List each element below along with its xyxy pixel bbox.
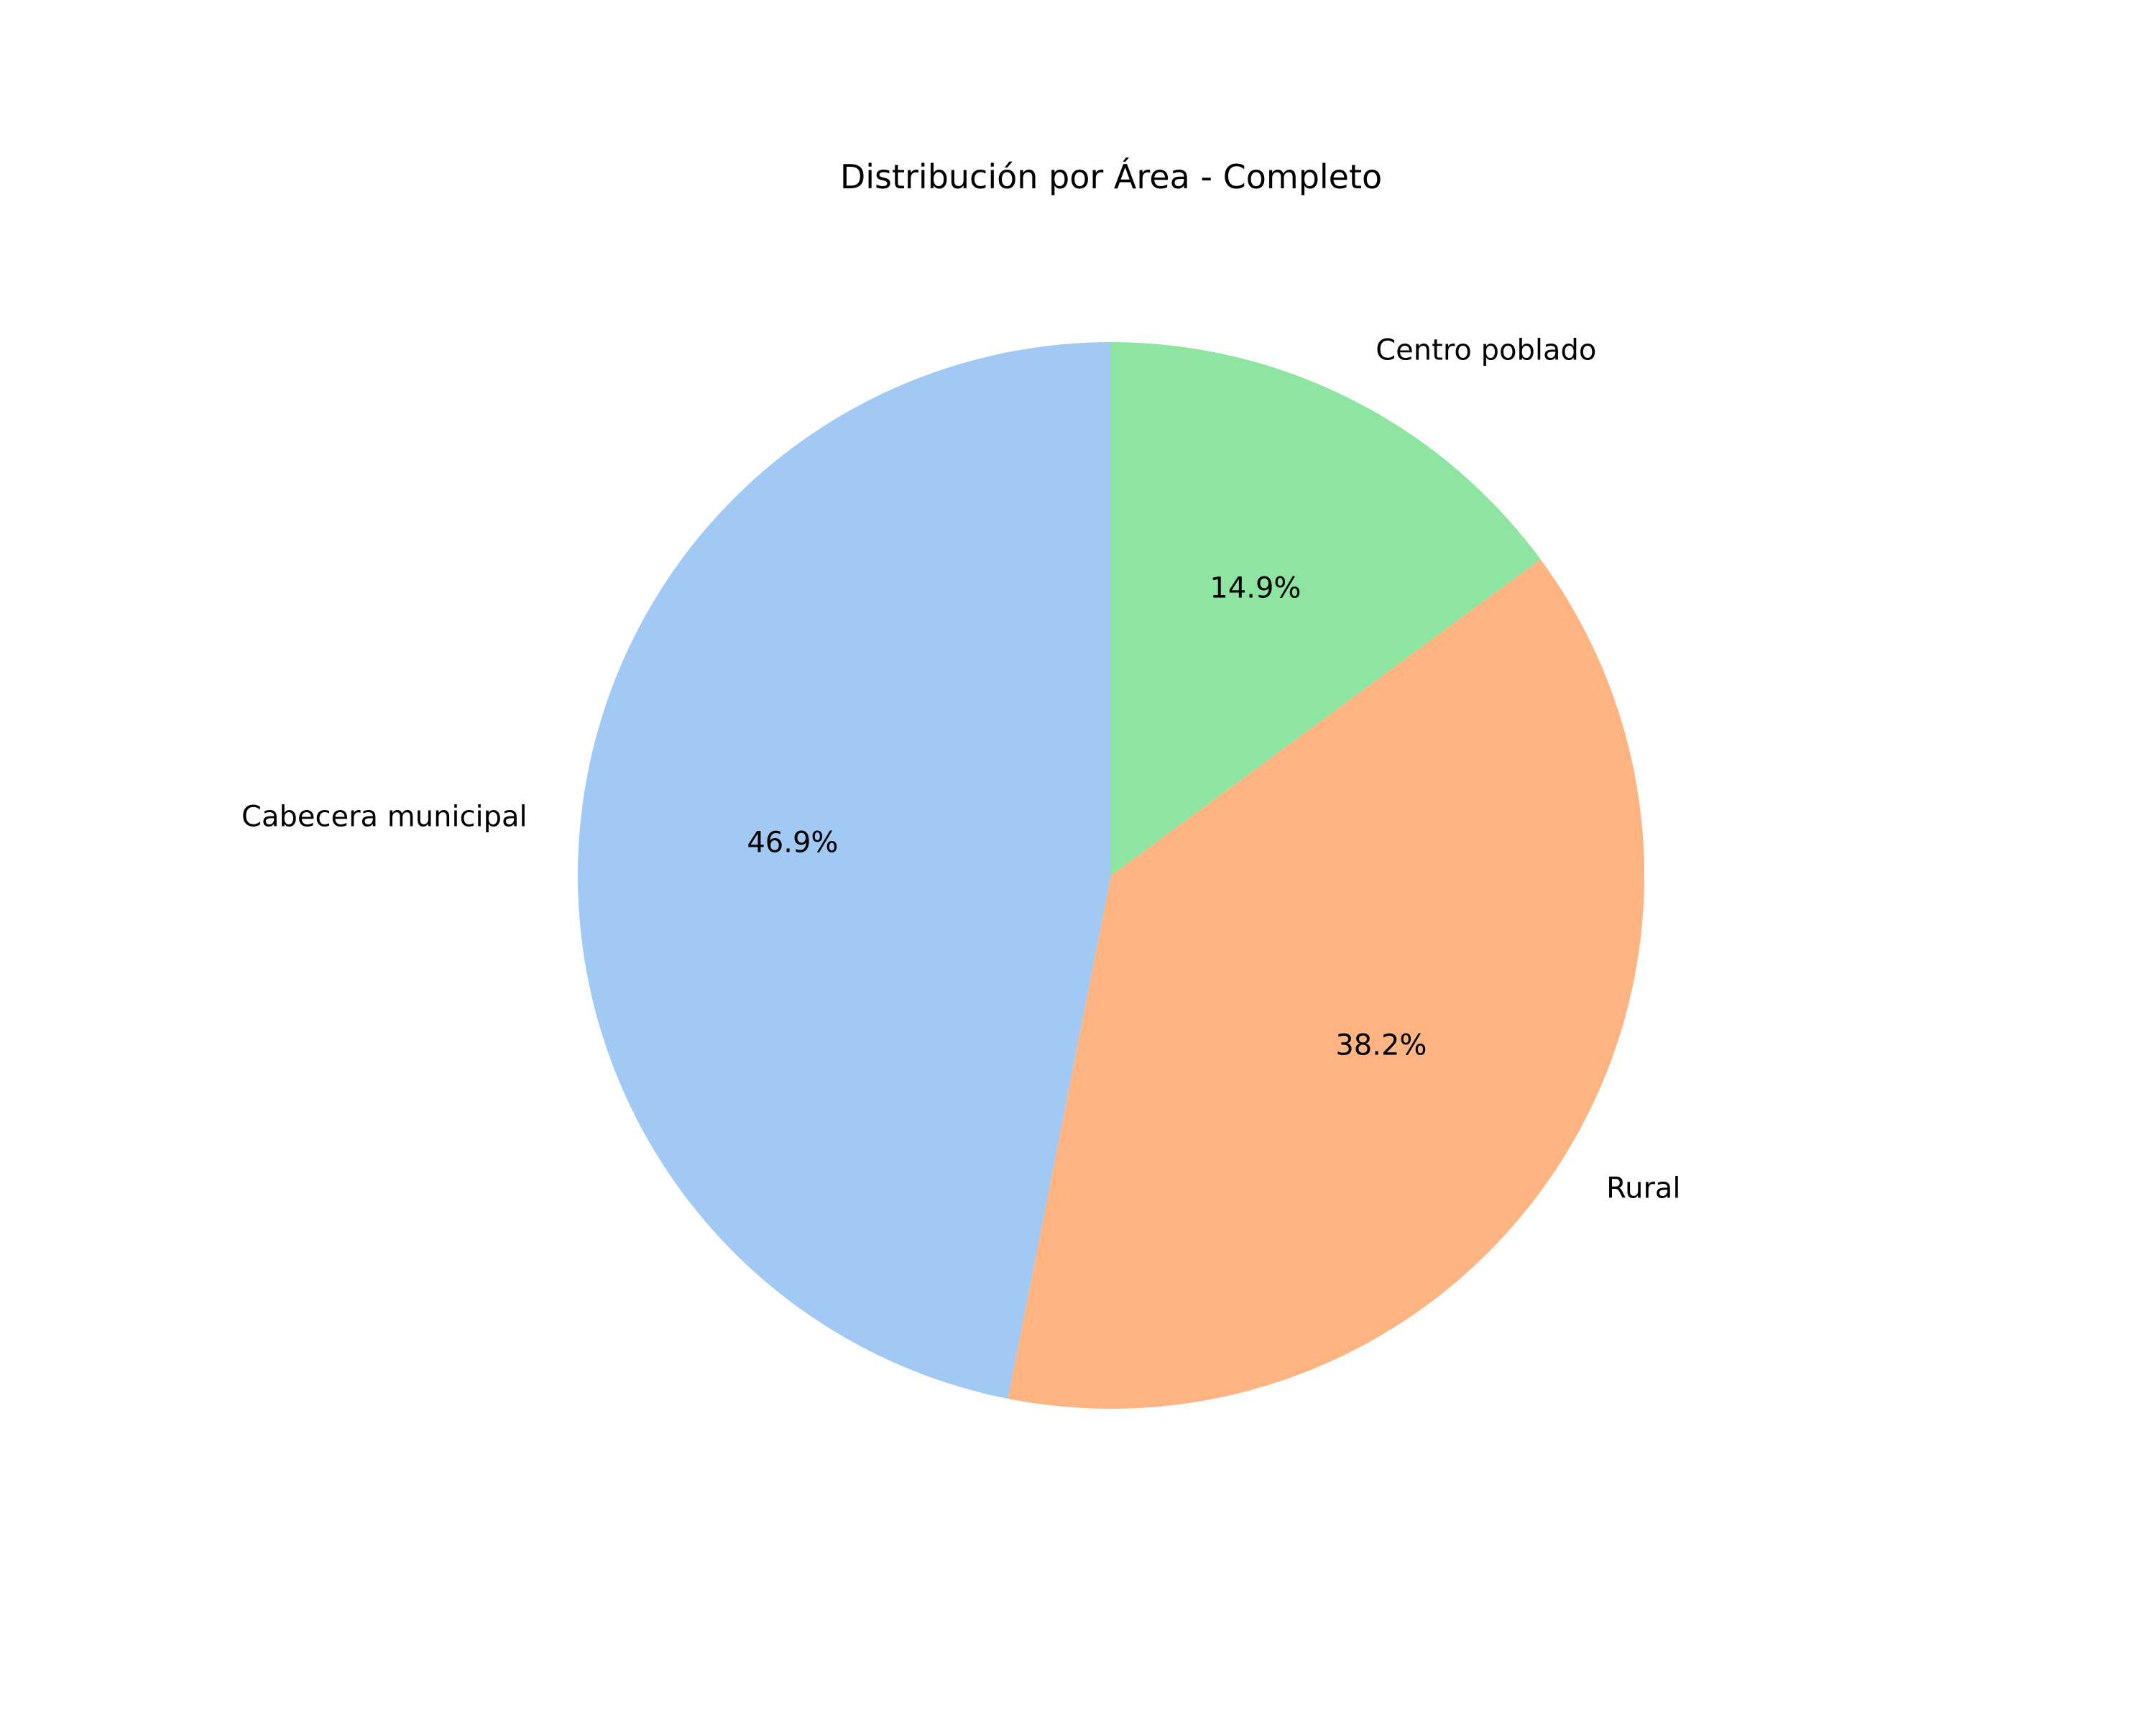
slice-label-cabecera-municipal: Cabecera municipal bbox=[241, 801, 528, 834]
slice-label-rural: Rural bbox=[1606, 1172, 1680, 1205]
percent-label-centro-poblado: 14.9% bbox=[1210, 572, 1301, 605]
pie-labels: Cabecera municipal 46.9% Rural 38.2% Centro … bbox=[241, 334, 1681, 1205]
slice-label-centro-poblado: Centro poblado bbox=[1376, 334, 1596, 367]
pie-slices bbox=[578, 342, 1644, 1409]
pie-slice-centro-poblado bbox=[1111, 342, 1541, 875]
pie-slice-cabecera-municipal bbox=[578, 342, 1111, 1399]
chart-title: Distribución por Área - Completo bbox=[840, 157, 1382, 196]
pie-slice-rural bbox=[1008, 559, 1644, 1409]
percent-label-rural: 38.2% bbox=[1335, 1029, 1427, 1062]
percent-label-cabecera-municipal: 46.9% bbox=[747, 827, 838, 860]
